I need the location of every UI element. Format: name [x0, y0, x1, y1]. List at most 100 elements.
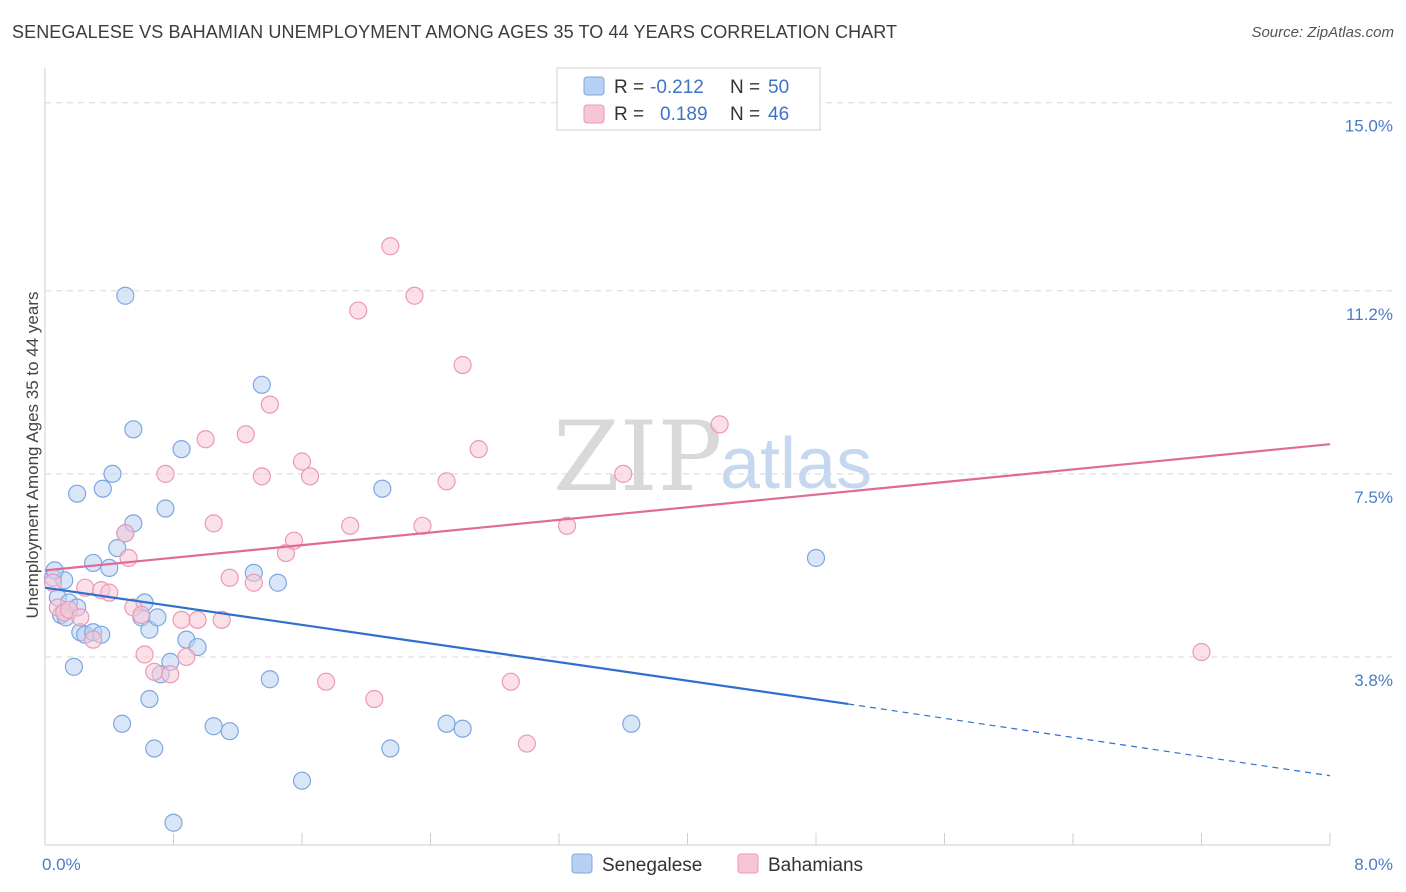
x-tick-labels: 0.0% 8.0% — [42, 855, 1393, 874]
y-tick-labels: 3.8% 7.5% 11.2% 15.0% — [1345, 117, 1393, 690]
y-tick-label: 15.0% — [1345, 117, 1393, 136]
data-point-senegalese — [220, 722, 239, 741]
data-point-senegalese — [156, 499, 175, 518]
data-point-bahamians — [145, 662, 164, 681]
data-point-bahamians — [204, 514, 223, 533]
watermark-zip: ZIP — [553, 401, 722, 513]
y-tick-label: 11.2% — [1346, 305, 1393, 324]
data-point-bahamians — [156, 464, 175, 483]
legend-swatch-senegalese — [583, 76, 605, 96]
data-point-bahamians — [381, 237, 400, 256]
data-point-senegalese — [437, 714, 456, 733]
data-point-senegalese — [806, 548, 826, 568]
series-bahamians-points — [43, 237, 1211, 753]
legend-r-value-bahamians: 0.189 — [660, 104, 708, 125]
data-point-senegalese — [124, 420, 143, 439]
data-point-bahamians — [135, 645, 154, 664]
data-point-bahamians — [469, 440, 488, 459]
data-point-bahamians — [43, 573, 63, 592]
data-point-bahamians — [614, 464, 633, 483]
legend-n-value-senegalese: 50 — [768, 77, 789, 98]
data-point-bahamians — [220, 568, 239, 587]
data-point-bahamians — [710, 415, 729, 434]
legend-r-label: R = — [614, 104, 644, 125]
top-legend: R = -0.212 N = 50 R = 0.189 N = 46 — [556, 67, 821, 131]
data-point-senegalese — [116, 286, 135, 305]
data-point-senegalese — [103, 464, 122, 483]
legend-n-label: N = — [730, 104, 760, 125]
data-point-bahamians — [365, 689, 384, 709]
data-point-bahamians — [116, 524, 135, 543]
legend-n-value-bahamians: 46 — [768, 104, 789, 125]
chart-source: Source: ZipAtlas.com — [1251, 24, 1394, 41]
data-point-senegalese — [260, 670, 279, 689]
data-point-senegalese — [381, 739, 400, 758]
trend-line-senegalese — [44, 586, 849, 706]
data-point-senegalese — [268, 573, 288, 592]
data-point-bahamians — [172, 610, 191, 629]
data-point-senegalese — [112, 714, 132, 733]
data-point-senegalese — [145, 739, 164, 758]
bottom-legend: Senegalese Bahamians — [571, 853, 863, 876]
data-point-bahamians — [212, 610, 231, 629]
trend-lines — [44, 443, 1331, 777]
data-point-senegalese — [252, 375, 271, 394]
axes — [44, 68, 1331, 846]
data-point-bahamians — [437, 472, 456, 491]
data-point-senegalese — [172, 440, 191, 459]
data-point-bahamians — [349, 301, 368, 320]
y-tick-label: 7.5% — [1354, 488, 1393, 507]
data-point-bahamians — [517, 734, 536, 753]
trend-line-senegalese-extension — [848, 703, 1331, 777]
data-point-senegalese — [84, 553, 103, 573]
data-point-senegalese — [68, 484, 87, 503]
data-point-bahamians — [316, 672, 336, 691]
data-point-bahamians — [84, 630, 103, 649]
data-point-bahamians — [236, 425, 255, 444]
bottom-legend-label-senegalese: Senegalese — [602, 855, 702, 876]
data-point-bahamians — [300, 467, 320, 486]
data-point-senegalese — [64, 657, 84, 676]
data-point-senegalese — [164, 813, 183, 832]
trend-line-bahamians — [44, 443, 1331, 572]
legend-swatch-bahamians — [583, 104, 605, 124]
x-tick-label: 8.0% — [1354, 855, 1393, 874]
data-point-bahamians — [132, 605, 151, 625]
data-point-bahamians — [292, 452, 312, 471]
bottom-legend-swatch-senegalese — [571, 853, 593, 874]
data-point-senegalese — [373, 479, 392, 498]
y-axis-label: Unemployment Among Ages 35 to 44 years — [23, 292, 42, 619]
data-point-senegalese — [292, 771, 312, 790]
data-point-bahamians — [405, 286, 424, 305]
data-point-senegalese — [453, 719, 472, 738]
data-point-senegalese — [93, 479, 112, 498]
chart-title: SENEGALESE VS BAHAMIAN UNEMPLOYMENT AMON… — [12, 22, 898, 42]
data-point-bahamians — [252, 467, 271, 486]
legend-n-label: N = — [730, 77, 760, 98]
data-point-bahamians — [557, 516, 577, 535]
data-point-bahamians — [260, 395, 279, 414]
data-point-senegalese — [140, 689, 159, 709]
legend-r-label: R = — [614, 77, 644, 98]
data-point-bahamians — [196, 430, 215, 449]
data-point-bahamians — [1192, 642, 1211, 662]
bottom-legend-swatch-bahamians — [737, 853, 759, 874]
data-point-bahamians — [244, 573, 263, 592]
data-point-bahamians — [188, 610, 207, 629]
data-point-bahamians — [161, 665, 180, 684]
data-point-senegalese — [622, 714, 641, 733]
data-point-bahamians — [119, 548, 138, 568]
data-point-bahamians — [71, 608, 90, 627]
data-point-senegalese — [148, 608, 167, 627]
data-point-bahamians — [341, 516, 360, 535]
bottom-legend-label-bahamians: Bahamians — [768, 855, 863, 876]
y-tick-label: 3.8% — [1354, 671, 1393, 690]
data-point-bahamians — [501, 672, 520, 691]
data-point-bahamians — [453, 355, 472, 375]
data-point-senegalese — [204, 717, 223, 736]
data-point-senegalese — [100, 558, 119, 577]
legend-r-value-senegalese: -0.212 — [650, 77, 704, 98]
data-point-bahamians — [177, 647, 196, 667]
x-tick-label: 0.0% — [42, 855, 81, 874]
